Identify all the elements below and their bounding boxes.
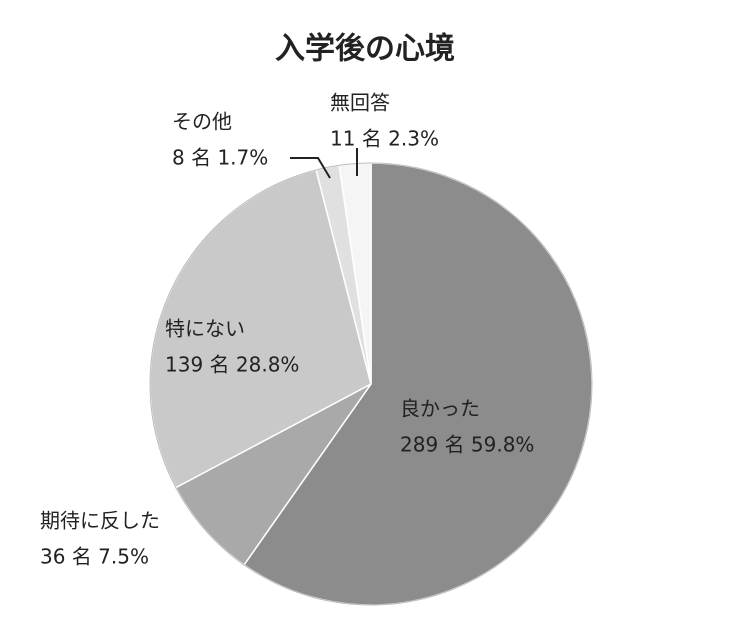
- chart-title: 入学後の心境: [275, 32, 455, 67]
- value-label: 8 名 1.7%: [172, 146, 268, 170]
- pie: [149, 162, 593, 606]
- slice-label: その他: [172, 110, 232, 134]
- leader-line: [290, 157, 331, 179]
- value-label: 11 名 2.3%: [330, 127, 439, 151]
- slice-label: 無回答: [330, 91, 390, 115]
- slice-label: 期待に反した: [40, 509, 160, 533]
- value-label: 289 名 59.8%: [400, 433, 534, 457]
- slice-label: 特にない: [165, 317, 245, 341]
- pie-outline: [149, 162, 593, 606]
- value-label: 139 名 28.8%: [165, 353, 299, 377]
- slice-label: 良かった: [400, 397, 480, 421]
- value-label: 36 名 7.5%: [40, 545, 149, 569]
